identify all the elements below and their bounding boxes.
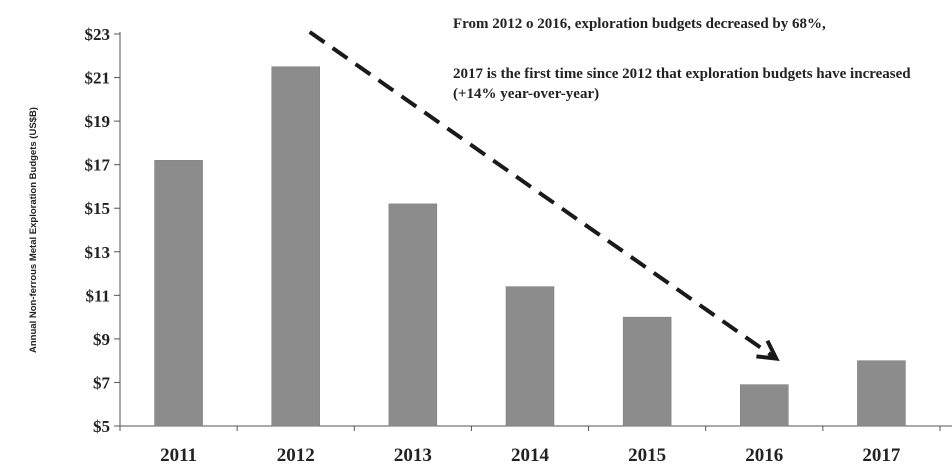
bars <box>154 66 906 427</box>
y-tick-label: $21 <box>85 69 111 88</box>
y-tick-label: $23 <box>85 25 111 44</box>
trend-arrow <box>308 30 780 362</box>
y-tick-label: $11 <box>85 286 110 305</box>
annotation-increase: 2017 is the first time since 2012 that e… <box>453 66 911 102</box>
bar-2013 <box>388 203 438 427</box>
y-tick-label: $9 <box>93 330 110 349</box>
x-tick-label: 2011 <box>160 445 197 466</box>
bar-2014 <box>505 286 555 427</box>
tick-labels: $5 $7 $9 $11 $13 $15 $17 $19 $21 $23 2011 2012 2013 2… <box>85 25 901 466</box>
x-tick-label: 2012 <box>277 445 315 466</box>
bar-2012 <box>271 66 320 427</box>
x-tick-label: 2013 <box>394 445 432 466</box>
y-axis-label: Annual Non-ferrous Metal Exploration Bud… <box>28 107 39 353</box>
y-tick-label: $17 <box>85 156 111 175</box>
bar-2017 <box>857 360 906 427</box>
x-tick-label: 2015 <box>628 445 666 466</box>
x-tick-label: 2017 <box>862 445 901 466</box>
bar-2011 <box>154 160 203 427</box>
y-tick-label: $13 <box>85 243 111 262</box>
trend-arrow-line <box>308 30 778 361</box>
bar-2016 <box>740 384 789 427</box>
y-tick-label: $19 <box>85 112 111 131</box>
trend-arrow-head <box>756 339 780 362</box>
x-tick-label: 2014 <box>511 445 550 466</box>
y-tick-label: $7 <box>93 373 111 392</box>
y-tick-label: $15 <box>85 199 111 218</box>
annotation-decrease: From 2012 o 2016, exploration budgets de… <box>453 16 826 32</box>
y-tick-label: $5 <box>93 417 110 436</box>
x-tick-label: 2016 <box>745 445 783 466</box>
bar-2015 <box>622 316 672 427</box>
